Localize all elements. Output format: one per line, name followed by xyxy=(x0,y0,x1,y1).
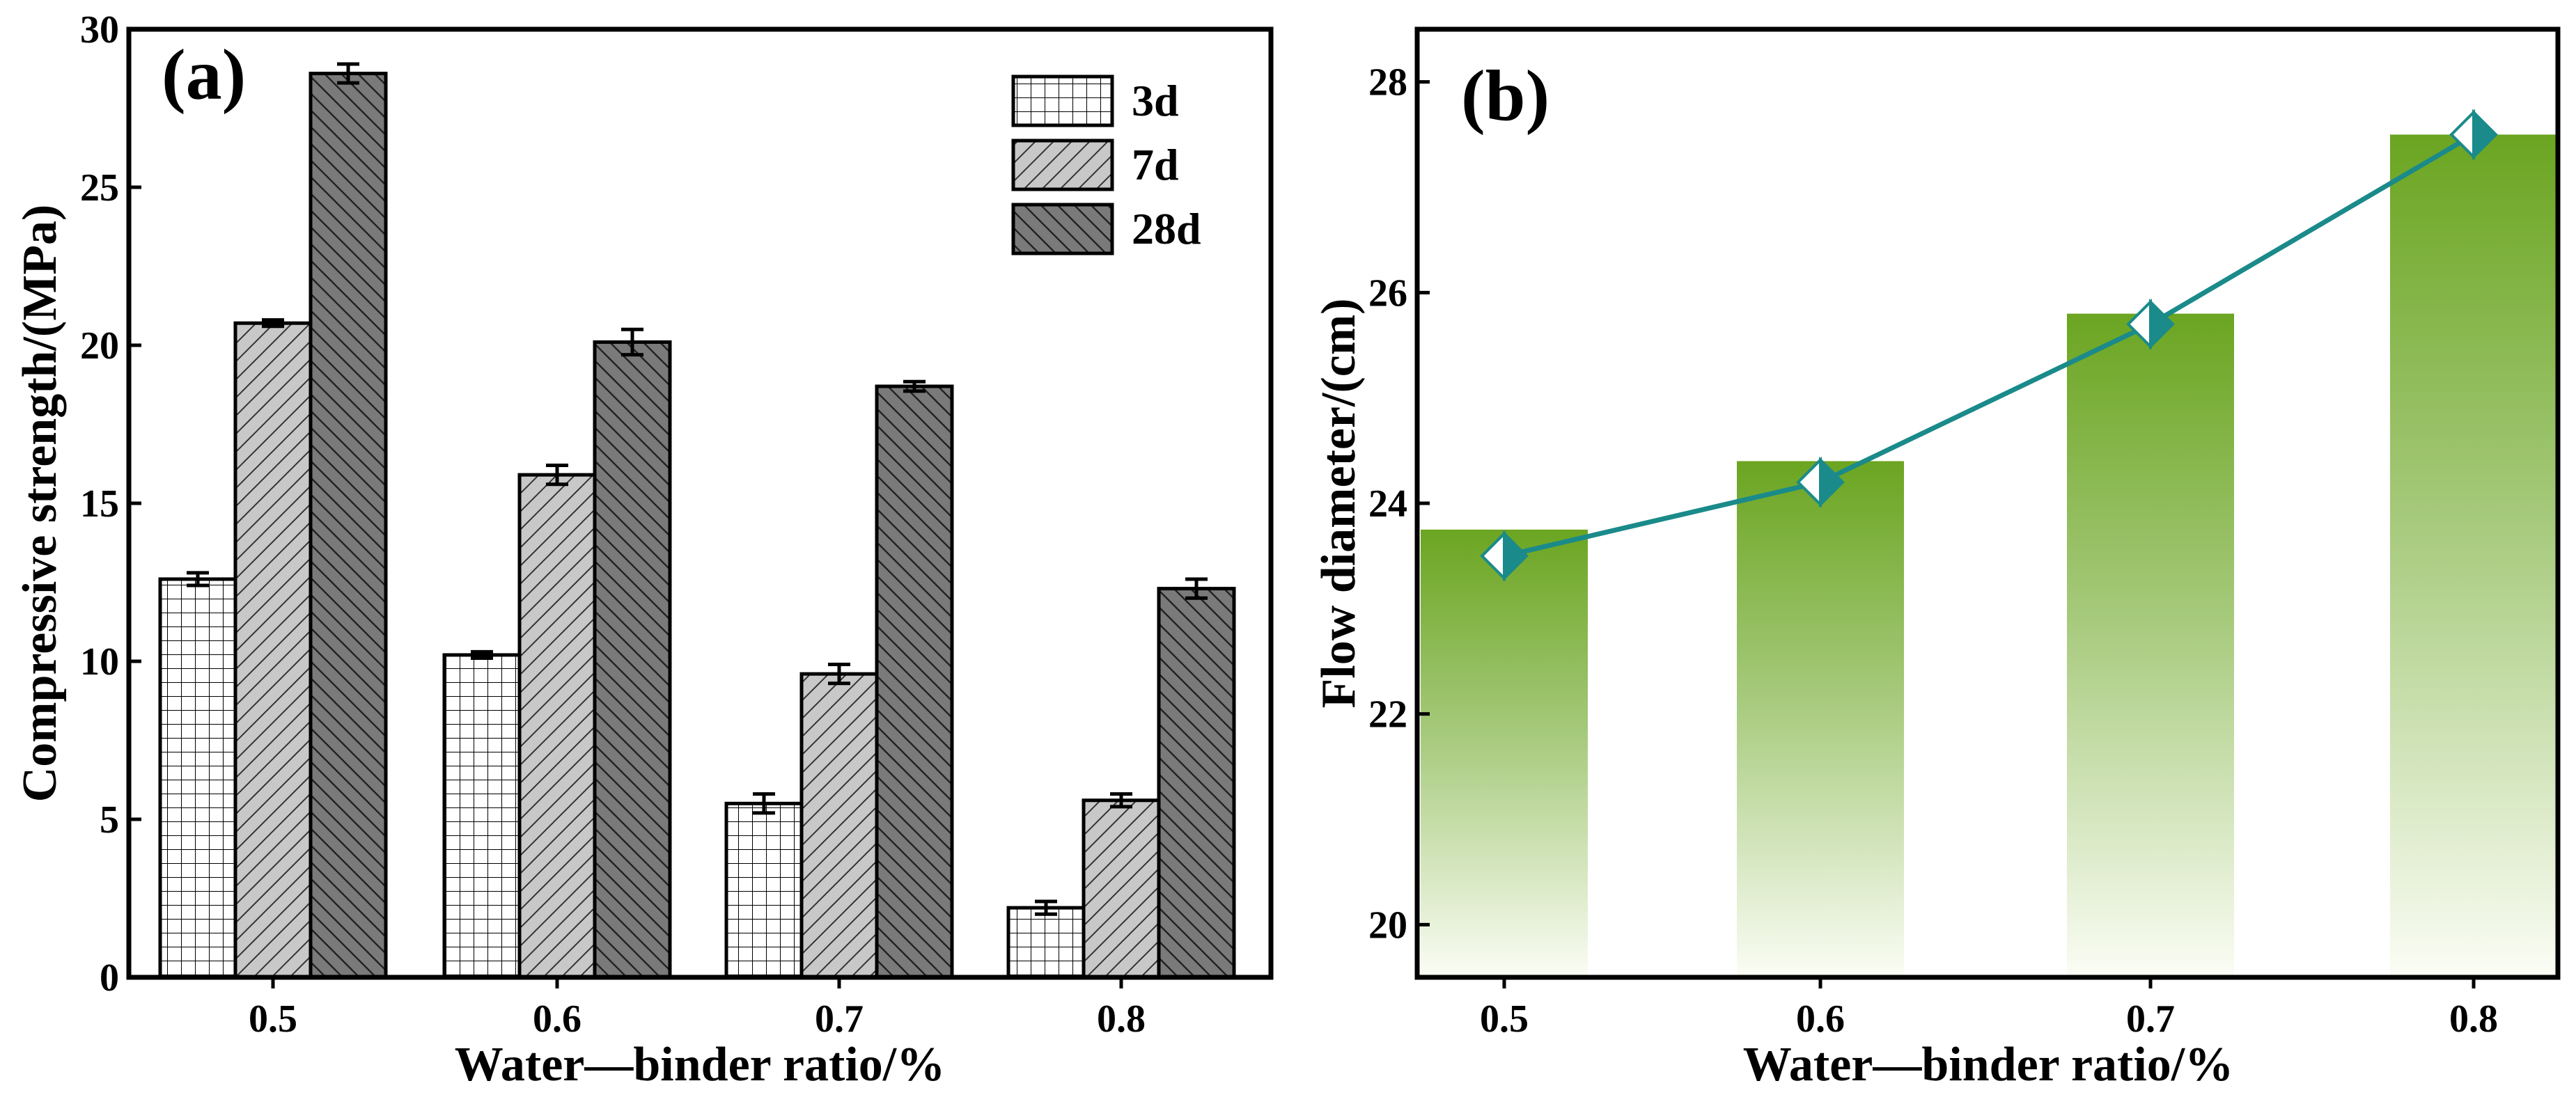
panel-a-plot-frame xyxy=(126,26,1274,980)
panel-b-y-axis-title: Flow diameter/(cm) xyxy=(1312,299,1366,709)
marker-right-0.8 xyxy=(2472,109,2498,161)
panel-b-line-series xyxy=(1480,109,2498,582)
y-tick-label-20: 20 xyxy=(1368,904,1407,947)
panel-a-chart: 0 5 10 15 20 25 30 0.5 0.6 0.7 0.8 (a) Water—bind… xyxy=(13,8,1274,1091)
marker-right-0.5 xyxy=(1503,530,1529,582)
y-tick-label-20: 20 xyxy=(80,324,119,368)
x-tick-label-0.8: 0.8 xyxy=(1097,997,1146,1041)
bar-flow-0.6 xyxy=(1737,461,1904,977)
x-tick-label-0.6: 0.6 xyxy=(1796,997,1845,1041)
bar-flow-0.5 xyxy=(1421,529,1588,977)
legend-swatch-7d xyxy=(1011,139,1114,191)
panel-b-plot-frame xyxy=(1414,26,2561,980)
panel-b-x-axis-title: Water—binder ratio/% xyxy=(1743,1038,2233,1091)
bar-3d-0.5 xyxy=(158,577,237,979)
y-tick-label-10: 10 xyxy=(80,640,119,684)
y-tick-label-5: 5 xyxy=(100,798,119,842)
panel-b-bars xyxy=(1421,134,2557,978)
y-tick-label-25: 25 xyxy=(80,166,119,210)
legend-swatch-28d xyxy=(1011,203,1114,255)
x-tick-label-0.6: 0.6 xyxy=(533,997,581,1041)
y-tick-label-0: 0 xyxy=(100,956,119,1000)
bar-3d-0.7 xyxy=(724,801,804,979)
panel-b-x-axis: 0.5 0.6 0.7 0.8 xyxy=(1480,977,2498,1041)
y-tick-label-24: 24 xyxy=(1368,482,1407,526)
panel-b-y-axis: 20 22 24 26 28 xyxy=(1368,61,1430,947)
flow-line xyxy=(1504,132,2475,559)
bar-7d-0.5 xyxy=(233,321,313,979)
y-tick-label-30: 30 xyxy=(80,8,119,52)
panel-a-y-axis-title: Compressive strength/(MPa) xyxy=(13,205,67,803)
x-tick-label-0.7: 0.7 xyxy=(815,997,864,1041)
x-tick-label-0.8: 0.8 xyxy=(2449,997,2498,1041)
panel-a-error-bars xyxy=(187,62,1208,916)
bar-28d-0.8 xyxy=(1157,587,1236,979)
bar-3d-0.8 xyxy=(1006,906,1086,979)
marker-right-0.6 xyxy=(1819,456,1845,508)
bar-28d-0.6 xyxy=(593,340,672,979)
legend-label-28d: 28d xyxy=(1132,204,1201,253)
x-tick-label-0.5: 0.5 xyxy=(249,997,297,1041)
bar-flow-0.8 xyxy=(2390,134,2557,977)
panel-a-x-axis: 0.5 0.6 0.7 0.8 xyxy=(249,977,1146,1041)
panel-a-label: (a) xyxy=(162,35,246,115)
bar-7d-0.6 xyxy=(517,473,597,979)
panel-b-chart: 20 22 24 26 28 0.5 0.6 0.7 0.8 (b) Water—binder… xyxy=(1312,26,2561,1091)
x-tick-label-0.5: 0.5 xyxy=(1480,997,1529,1041)
panel-b-label: (b) xyxy=(1461,56,1549,136)
bar-flow-0.7 xyxy=(2067,313,2234,978)
panel-a-legend: 3d 7d 28d xyxy=(1011,74,1201,255)
legend-label-3d: 3d xyxy=(1132,76,1179,125)
y-tick-label-22: 22 xyxy=(1368,693,1407,736)
y-tick-label-26: 26 xyxy=(1368,271,1407,315)
bar-3d-0.6 xyxy=(442,653,522,979)
marker-right-0.7 xyxy=(2149,298,2175,350)
panel-a-x-axis-title: Water—binder ratio/% xyxy=(455,1038,945,1091)
y-tick-label-15: 15 xyxy=(80,482,119,526)
bar-28d-0.5 xyxy=(309,72,388,979)
x-tick-label-0.7: 0.7 xyxy=(2126,997,2175,1041)
legend-swatch-3d xyxy=(1011,74,1114,127)
bar-7d-0.7 xyxy=(799,672,879,979)
bar-28d-0.7 xyxy=(875,384,954,979)
y-tick-label-28: 28 xyxy=(1368,61,1407,104)
bar-7d-0.8 xyxy=(1082,798,1161,979)
legend-label-7d: 7d xyxy=(1132,140,1179,189)
panel-a-y-axis: 0 5 10 15 20 25 30 xyxy=(80,8,141,1000)
